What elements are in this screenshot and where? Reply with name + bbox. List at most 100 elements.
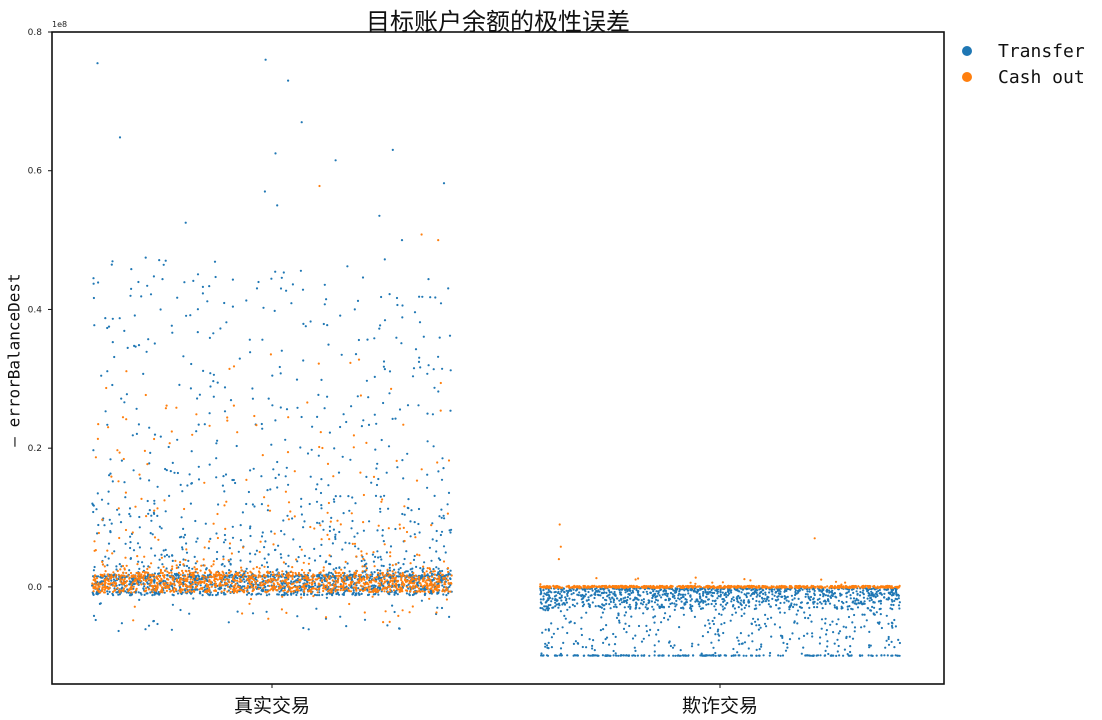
data-point — [845, 601, 847, 603]
data-point — [134, 583, 136, 585]
data-point — [173, 577, 175, 579]
data-point — [351, 574, 353, 576]
data-point — [112, 480, 114, 482]
data-point — [130, 268, 132, 270]
data-point — [418, 576, 420, 578]
data-point — [282, 582, 284, 584]
data-point — [550, 622, 552, 624]
data-point — [107, 593, 109, 595]
data-point — [157, 486, 159, 488]
data-point — [163, 584, 165, 586]
data-point — [614, 604, 616, 606]
data-point — [225, 501, 227, 503]
data-point — [756, 655, 758, 657]
data-point — [320, 379, 322, 381]
data-point — [226, 420, 228, 422]
data-point — [722, 605, 724, 607]
data-point — [208, 285, 210, 287]
data-point — [429, 568, 431, 570]
data-point — [234, 573, 236, 575]
data-point — [353, 434, 355, 436]
data-point — [717, 633, 719, 635]
data-point — [333, 498, 335, 500]
data-point — [226, 575, 228, 577]
data-point — [737, 640, 739, 642]
data-point — [689, 595, 691, 597]
data-point — [789, 638, 791, 640]
data-point — [124, 575, 126, 577]
data-point — [759, 604, 761, 606]
data-point — [118, 584, 120, 586]
data-point — [337, 586, 339, 588]
data-point — [110, 476, 112, 478]
data-point — [209, 412, 211, 414]
data-point — [157, 573, 159, 575]
data-point — [809, 614, 811, 616]
data-point — [164, 569, 166, 571]
data-point — [430, 583, 432, 585]
data-point — [714, 652, 716, 654]
data-point — [880, 602, 882, 604]
data-point — [447, 575, 449, 577]
data-point — [119, 317, 121, 319]
data-point — [803, 611, 805, 613]
data-point — [715, 609, 717, 611]
data-point — [318, 455, 320, 457]
data-point — [763, 654, 765, 656]
data-point — [887, 589, 889, 591]
data-point — [870, 597, 872, 599]
data-point — [156, 582, 158, 584]
data-point — [276, 486, 278, 488]
data-point — [228, 569, 230, 571]
data-point — [326, 593, 328, 595]
data-point — [378, 590, 380, 592]
data-point — [580, 628, 582, 630]
data-point — [247, 572, 249, 574]
data-point — [808, 598, 810, 600]
data-point — [778, 588, 780, 590]
data-point — [262, 531, 264, 533]
data-point — [305, 575, 307, 577]
data-point — [421, 468, 423, 470]
data-point — [318, 522, 320, 524]
data-point — [402, 563, 404, 565]
data-point — [791, 632, 793, 634]
data-point — [153, 503, 155, 505]
data-point — [389, 370, 391, 372]
data-point — [293, 586, 295, 588]
data-point — [161, 527, 163, 529]
data-point — [286, 582, 288, 584]
data-point — [154, 536, 156, 538]
data-point — [137, 561, 139, 563]
data-point — [699, 595, 701, 597]
data-point — [162, 574, 164, 576]
data-point — [777, 654, 779, 656]
data-point — [94, 580, 96, 582]
data-point — [223, 302, 225, 304]
data-point — [441, 368, 443, 370]
data-point — [792, 606, 794, 608]
data-point — [419, 591, 421, 593]
data-point — [146, 568, 148, 570]
data-point — [661, 604, 663, 606]
data-point — [183, 281, 185, 283]
data-point — [134, 314, 136, 316]
data-point — [179, 564, 181, 566]
data-point — [677, 594, 679, 596]
data-point — [222, 584, 224, 586]
data-point — [745, 604, 747, 606]
data-point — [192, 579, 194, 581]
data-point — [432, 568, 434, 570]
data-point — [435, 589, 437, 591]
data-point — [125, 572, 127, 574]
data-point — [411, 568, 413, 570]
data-point — [755, 607, 757, 609]
data-point — [221, 564, 223, 566]
data-point — [94, 575, 96, 577]
data-point — [263, 566, 265, 568]
data-point — [280, 586, 282, 588]
data-point — [638, 625, 640, 627]
data-point — [668, 655, 670, 657]
data-point — [224, 410, 226, 412]
data-point — [346, 587, 348, 589]
